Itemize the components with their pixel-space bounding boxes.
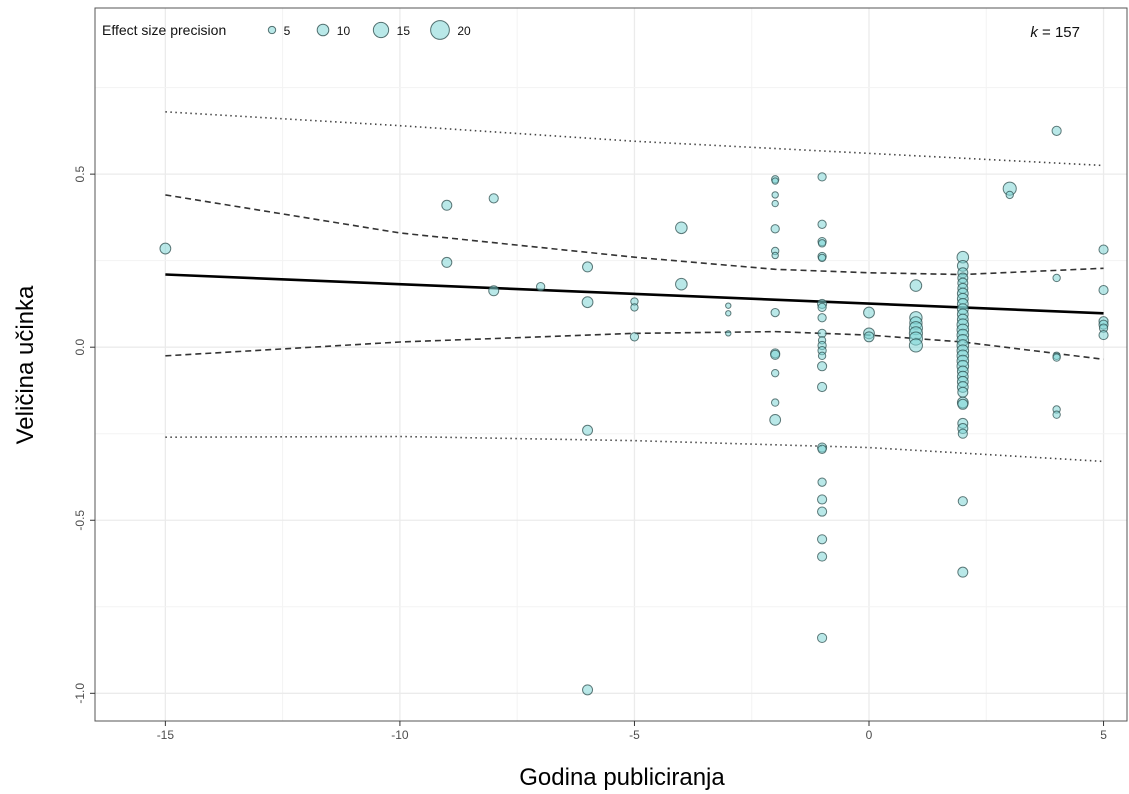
- data-point: [441, 256, 453, 268]
- data-point: [770, 349, 781, 360]
- data-point: [535, 281, 546, 292]
- legend-entry-label: 15: [397, 24, 411, 38]
- data-point: [159, 242, 172, 255]
- data-point: [630, 303, 639, 312]
- data-point: [817, 253, 827, 263]
- y-tick-label: -1.0: [73, 683, 87, 704]
- legend-entry-label: 10: [337, 24, 351, 38]
- prediction-interval-lower: [165, 435, 1104, 463]
- data-point: [817, 444, 827, 454]
- data-point: [770, 224, 780, 234]
- plot-panel-border: [94, 7, 1128, 722]
- data-point: [817, 361, 828, 372]
- data-point: [1051, 125, 1062, 136]
- data-point: [1052, 410, 1061, 419]
- legend-key-circle: [267, 25, 277, 35]
- data-point: [817, 506, 828, 517]
- x-tick-label: 0: [866, 728, 873, 742]
- legend: Effect size precision 5 10 15 20: [102, 20, 471, 40]
- data-point: [1098, 285, 1109, 296]
- prediction-interval-upper: [165, 111, 1104, 167]
- data-point: [771, 251, 779, 260]
- data-point: [817, 381, 828, 393]
- x-axis-ticks: -15 -10 -5 0 5: [157, 721, 1107, 742]
- data-point: [441, 199, 453, 211]
- legend-key-circle: [316, 23, 330, 37]
- x-tick-label: 5: [1100, 728, 1107, 742]
- data-point: [863, 306, 875, 319]
- data-point: [725, 302, 732, 309]
- data-point: [817, 172, 827, 182]
- k-symbol: k: [1030, 24, 1039, 41]
- data-point: [817, 239, 827, 248]
- legend-title: Effect size precision: [102, 22, 226, 38]
- data-point: [771, 177, 779, 185]
- y-axis-ticks: -1.0 -0.5 0.0 0.5: [73, 165, 95, 704]
- legend-entries: 5 10 15 20: [267, 20, 471, 40]
- data-point: [908, 338, 923, 353]
- data-point: [582, 684, 594, 696]
- data-point: [769, 413, 782, 426]
- legend-entry-label: 5: [284, 24, 291, 38]
- data-point: [725, 310, 732, 317]
- data-point: [725, 330, 732, 337]
- x-tick-label: -15: [157, 728, 175, 742]
- legend-entry-label: 20: [457, 24, 471, 38]
- data-point: [675, 277, 688, 291]
- data-point: [770, 368, 780, 378]
- data-point: [817, 551, 828, 562]
- data-point: [1005, 190, 1014, 200]
- data-point: [1098, 330, 1109, 341]
- data-point: [909, 279, 923, 292]
- data-point: [581, 296, 594, 309]
- data-point: [488, 193, 499, 204]
- data-point: [957, 496, 968, 507]
- data-points: [159, 125, 1109, 696]
- k-value: = 157: [1038, 24, 1080, 41]
- data-point: [675, 221, 688, 235]
- data-point: [1052, 273, 1061, 283]
- data-point: [817, 494, 828, 505]
- data-point: [863, 331, 875, 343]
- data-point: [817, 302, 827, 313]
- k-annotation: k = 157: [1030, 24, 1080, 41]
- x-axis-title: Godina publiciranja: [519, 764, 725, 791]
- confidence-interval-lower: [165, 330, 1104, 361]
- data-point: [1052, 353, 1061, 362]
- legend-key-circle: [372, 21, 390, 39]
- x-tick-label: -10: [391, 728, 409, 742]
- legend-key-circle: [430, 20, 450, 40]
- data-point: [817, 534, 828, 545]
- data-point: [771, 191, 779, 199]
- data-point: [817, 351, 827, 361]
- y-tick-label: -0.5: [73, 510, 87, 531]
- regression-line: [165, 273, 1104, 315]
- data-point: [488, 285, 500, 297]
- data-point: [582, 424, 594, 436]
- data-point: [957, 428, 968, 439]
- data-point: [817, 313, 827, 323]
- data-point: [770, 398, 780, 407]
- x-tick-label: -5: [629, 728, 640, 742]
- data-point: [770, 307, 780, 318]
- data-point: [957, 566, 969, 578]
- data-point: [817, 632, 828, 644]
- y-axis-title: Veličina učinka: [12, 285, 39, 444]
- y-tick-label: 0.5: [73, 165, 87, 182]
- data-point: [629, 332, 640, 342]
- data-point: [1098, 244, 1109, 255]
- data-point: [957, 398, 969, 410]
- data-point: [817, 477, 827, 487]
- grid: [95, 8, 1127, 721]
- data-point: [817, 219, 827, 229]
- data-point: [957, 386, 969, 398]
- y-tick-label: 0.0: [73, 339, 87, 356]
- data-point: [582, 261, 594, 273]
- data-point: [771, 199, 779, 208]
